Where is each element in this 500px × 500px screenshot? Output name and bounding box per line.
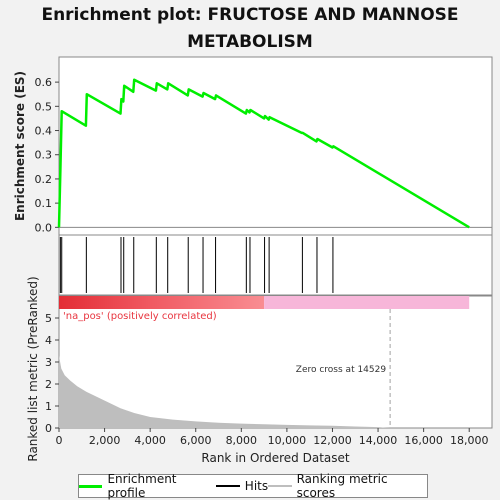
negative-rank-band	[264, 296, 470, 309]
metric-xtick-label: 8,000	[226, 434, 258, 447]
chart-title: Enrichment plot: FRUCTOSE AND MANNOSE ME…	[0, 2, 500, 56]
metric-xtick-label: 10,000	[268, 434, 307, 447]
legend-swatch-hits	[215, 485, 240, 487]
metric-xtick-label: 2,000	[89, 434, 121, 447]
metric-ytick-label: 4	[45, 334, 52, 347]
title-line-2: METABOLISM	[187, 32, 313, 52]
es-ytick-label: 0.1	[35, 197, 53, 210]
metric-xtick-label: 4,000	[134, 434, 166, 447]
legend-swatch-metric	[268, 485, 292, 487]
metric-xtick-label: 6,000	[180, 434, 212, 447]
es-ytick-label: 0.3	[35, 149, 53, 162]
metric-ytick-label: 0	[45, 422, 52, 435]
title-line-1: Enrichment plot: FRUCTOSE AND MANNOSE	[41, 5, 459, 25]
metric-ytick-label: 1	[45, 400, 52, 413]
legend-item-hits: Hits	[215, 479, 269, 493]
metric-xlabel: Rank in Ordered Dataset	[201, 451, 349, 465]
es-ylabel: Enrichment score (ES)	[13, 71, 27, 221]
zero-cross-label: Zero cross at 14529	[296, 365, 387, 375]
es-ytick-label: 0.4	[35, 125, 53, 138]
enrichment-profile-line	[57, 78, 470, 229]
metric-xtick-label: 12,000	[313, 434, 352, 447]
legend-label-metric: Ranking metric scores	[296, 472, 388, 500]
legend-item-metric: Ranking metric scores	[268, 472, 427, 500]
positive-correlation-label: 'na_pos' (positively correlated)	[63, 311, 217, 322]
ranking-metric-area	[59, 355, 391, 428]
metric-ytick-label: 3	[45, 356, 52, 369]
es-ytick-label: 0.2	[35, 173, 53, 186]
metric-ytick-label: 2	[45, 378, 52, 391]
metric-panel-frame	[58, 295, 493, 429]
metric-xtick-label: 0	[56, 434, 63, 447]
positive-rank-band	[59, 296, 265, 309]
hits-panel-frame	[58, 234, 493, 296]
legend-item-enrichment: Enrichment profile	[79, 472, 216, 500]
legend-label-hits: Hits	[244, 479, 269, 493]
es-ytick-label: 0.0	[35, 221, 53, 234]
es-panel-frame	[58, 56, 493, 236]
es-ytick-label: 0.6	[35, 76, 53, 89]
es-ytick-label: 0.5	[35, 100, 53, 113]
legend: Enrichment profile Hits Ranking metric s…	[78, 472, 428, 500]
metric-xtick-label: 18,000	[450, 434, 489, 447]
metric-ylabel: Ranked list metric (PreRanked)	[26, 276, 40, 461]
metric-xtick-label: 16,000	[404, 434, 443, 447]
metric-ytick-label: 5	[45, 312, 52, 325]
legend-label-enrichment: Enrichment profile	[107, 472, 177, 500]
metric-xtick-label: 14,000	[359, 434, 398, 447]
legend-swatch-enrichment	[79, 484, 103, 488]
